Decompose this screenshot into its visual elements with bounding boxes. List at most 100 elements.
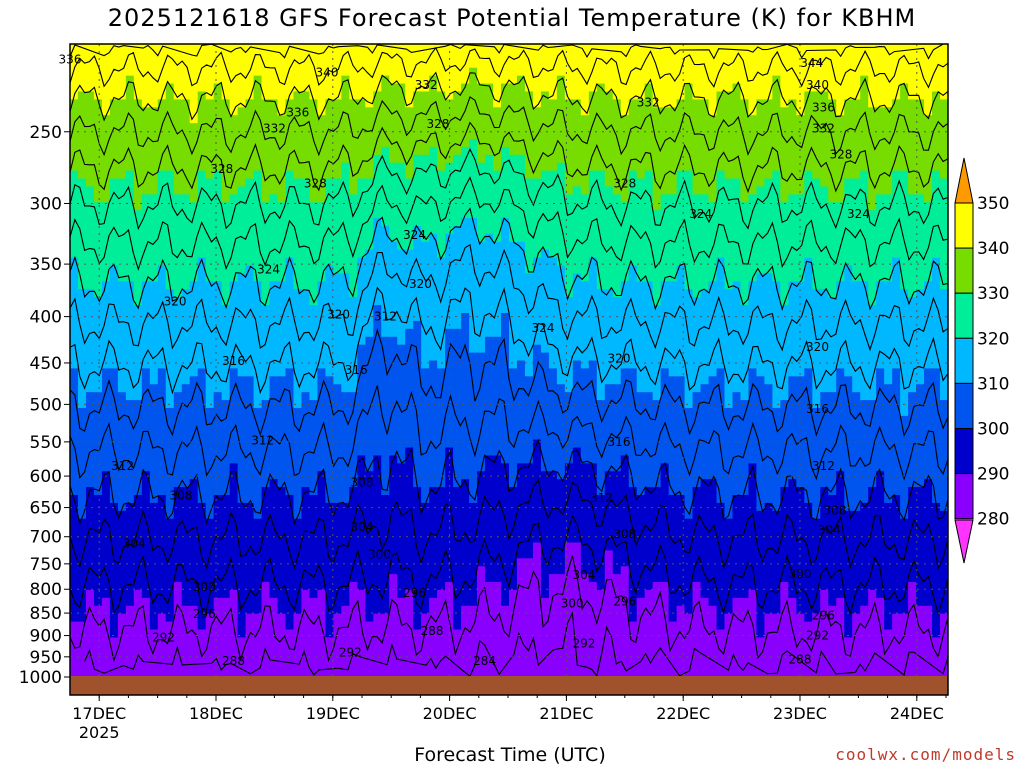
contour-fill-cell — [126, 273, 135, 282]
contour-fill-cell — [453, 622, 462, 631]
contour-fill-cell — [453, 432, 462, 441]
contour-fill-cell — [78, 479, 87, 488]
contour-fill-cell — [190, 321, 199, 330]
contour-fill-cell — [86, 186, 95, 195]
contour-fill-cell — [86, 590, 95, 599]
contour-fill-cell — [549, 487, 558, 496]
contour-fill-cell — [453, 305, 462, 314]
contour-fill-cell — [301, 266, 310, 275]
contour-fill-cell — [110, 147, 119, 156]
contour-fill-cell — [94, 463, 103, 472]
contour-fill-cell — [293, 598, 302, 607]
contour-fill-cell — [278, 463, 287, 472]
contour-fill-cell — [517, 440, 526, 449]
contour-fill-cell — [166, 60, 175, 69]
contour-fill-cell — [86, 107, 95, 116]
contour-fill-cell — [541, 52, 550, 61]
contour-fill-cell — [389, 614, 398, 623]
contour-fill-cell — [501, 614, 510, 623]
contour-fill-cell — [150, 329, 159, 338]
contour-fill-cell — [365, 376, 374, 385]
contour-fill-cell — [301, 479, 310, 488]
contour-fill-cell — [357, 297, 366, 306]
contour-fill-cell — [501, 645, 510, 654]
contour-fill-cell — [381, 353, 390, 362]
contour-fill-cell — [126, 258, 135, 267]
contour-fill-cell — [493, 519, 502, 528]
contour-fill-cell — [341, 550, 350, 559]
contour-fill-cell — [509, 91, 518, 100]
contour-fill-cell — [557, 487, 566, 496]
contour-fill-cell — [150, 91, 159, 100]
contour-fill-cell — [373, 487, 382, 496]
contour-fill-cell — [214, 210, 223, 219]
contour-fill-cell — [86, 440, 95, 449]
contour-fill-cell — [214, 91, 223, 100]
contour-fill-cell — [549, 598, 558, 607]
contour-fill-cell — [110, 637, 119, 646]
contour-fill-cell — [421, 155, 430, 164]
contour-fill-cell — [214, 558, 223, 567]
contour-fill-cell — [349, 630, 358, 639]
contour-fill-cell — [429, 400, 438, 409]
contour-fill-cell — [533, 179, 542, 188]
contour-fill-cell — [477, 226, 486, 235]
contour-fill-cell — [301, 91, 310, 100]
contour-fill-cell — [325, 574, 334, 583]
contour-fill-cell — [293, 535, 302, 544]
contour-fill-cell — [214, 630, 223, 639]
contour-fill-cell — [501, 653, 510, 662]
contour-fill-cell — [301, 345, 310, 354]
contour-fill-cell — [429, 107, 438, 116]
contour-fill-cell — [501, 511, 510, 520]
contour-fill-cell — [477, 179, 486, 188]
contour-fill-cell — [437, 645, 446, 654]
contour-fill-cell — [365, 448, 374, 457]
contour-fill-cell — [349, 226, 358, 235]
contour-fill-cell — [102, 250, 111, 259]
contour-fill-cell — [485, 440, 494, 449]
contour-fill-cell — [341, 424, 350, 433]
contour-fill-cell — [158, 368, 167, 377]
contour-fill-cell — [349, 266, 358, 275]
contour-fill-cell — [270, 416, 279, 425]
contour-fill-cell — [262, 590, 271, 599]
contour-fill-cell — [158, 376, 167, 385]
contour-fill-cell — [238, 155, 247, 164]
contour-fill-cell — [142, 163, 151, 172]
contour-fill-cell — [278, 289, 287, 298]
contour-fill-cell — [278, 622, 287, 631]
contour-fill-cell — [118, 337, 127, 346]
contour-fill-cell — [437, 313, 446, 322]
contour-fill-cell — [150, 424, 159, 433]
contour-fill-cell — [102, 368, 111, 377]
contour-fill-cell — [238, 566, 247, 575]
contour-fill-cell — [214, 179, 223, 188]
contour-fill-cell — [381, 123, 390, 132]
contour-fill-cell — [270, 345, 279, 354]
contour-fill-cell — [549, 495, 558, 504]
contour-fill-cell — [421, 337, 430, 346]
contour-fill-cell — [94, 416, 103, 425]
contour-fill-cell — [238, 574, 247, 583]
contour-fill-cell — [174, 179, 183, 188]
contour-fill-cell — [341, 519, 350, 528]
contour-fill-cell — [437, 590, 446, 599]
contour-fill-cell — [78, 566, 87, 575]
contour-fill-cell — [405, 84, 414, 93]
contour-fill-cell — [254, 392, 263, 401]
contour-fill-cell — [270, 52, 279, 61]
contour-fill-cell — [365, 44, 374, 53]
contour-fill-cell — [397, 630, 406, 639]
contour-fill-cell — [246, 558, 255, 567]
contour-fill-cell — [198, 527, 207, 536]
contour-fill-cell — [134, 321, 143, 330]
contour-fill-cell — [126, 139, 135, 148]
contour-fill-cell — [301, 630, 310, 639]
contour-fill-cell — [309, 661, 318, 670]
contour-fill-cell — [190, 155, 199, 164]
contour-fill-cell — [222, 590, 231, 599]
contour-fill-cell — [230, 329, 239, 338]
contour-fill-cell — [301, 250, 310, 259]
contour-fill-cell — [501, 542, 510, 551]
